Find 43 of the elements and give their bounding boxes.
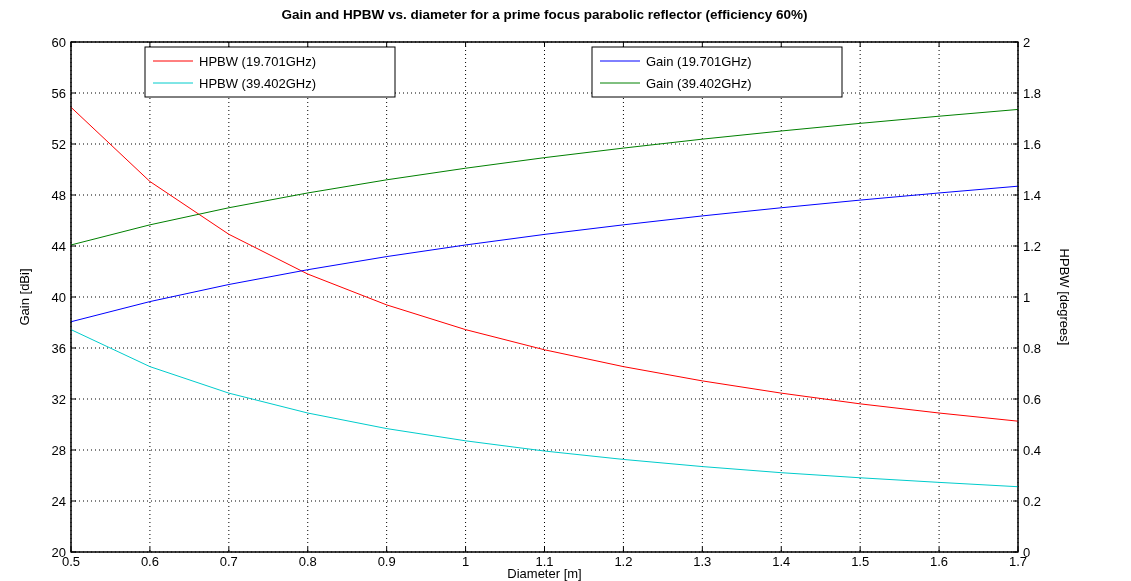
line-series (70, 106, 1019, 422)
y-tick-label: 36 (51, 341, 66, 356)
y2-axis-title: HPBW [degrees] (1057, 248, 1072, 346)
line-series (70, 185, 1019, 323)
x-tick-label: 1.6 (930, 554, 949, 569)
legend-label: HPBW (39.402GHz) (199, 76, 317, 91)
y-tick-label: 24 (51, 494, 66, 509)
x-axis-title: Diameter [m] (507, 566, 582, 581)
y-tick-label: 48 (51, 188, 66, 203)
y-tick-label: 60 (51, 35, 66, 50)
legend-label: Gain (39.402GHz) (646, 76, 752, 91)
x-tick-label: 1.1 (535, 554, 554, 569)
chart-title: Gain and HPBW vs. diameter for a prime focus parabolic reflector (efficiency 60%) (281, 7, 808, 22)
legend-label: Gain (19.701GHz) (646, 54, 752, 69)
y2-tick-label: 0.4 (1023, 443, 1042, 458)
y2-tick-label: 1.4 (1023, 188, 1042, 203)
line-series (70, 108, 1019, 246)
y-tick-label: 32 (51, 392, 66, 407)
y-tick-label: 52 (51, 137, 66, 152)
y-tick-label: 28 (51, 443, 66, 458)
x-tick-label: 1.4 (772, 554, 791, 569)
x-tick-label: 1.5 (851, 554, 870, 569)
y-tick-label: 44 (51, 239, 66, 254)
y2-tick-label: 2 (1023, 35, 1031, 50)
legend-label: HPBW (19.701GHz) (199, 54, 317, 69)
x-tick-label: 0.9 (377, 554, 396, 569)
x-tick-label: 1.3 (693, 554, 712, 569)
y2-tick-label: 1.2 (1023, 239, 1042, 254)
y2-tick-label: 1.8 (1023, 86, 1042, 101)
x-tick-label: 0.8 (298, 554, 317, 569)
y-tick-label: 40 (51, 290, 66, 305)
y2-tick-label: 1.6 (1023, 137, 1042, 152)
y2-tick-label: 1 (1023, 290, 1031, 305)
y2-tick-label: 0.6 (1023, 392, 1042, 407)
x-tick-label: 1 (461, 554, 470, 569)
y-tick-label: 56 (51, 86, 66, 101)
x-tick-label: 0.7 (219, 554, 238, 569)
x-tick-label: 0.6 (140, 554, 159, 569)
line-series (70, 329, 1019, 488)
x-tick-label: 1.2 (614, 554, 633, 569)
y2-tick-label: 0.2 (1023, 494, 1042, 509)
y-axis-title: Gain [dBi] (17, 268, 32, 326)
y2-tick-label: 0.8 (1023, 341, 1042, 356)
